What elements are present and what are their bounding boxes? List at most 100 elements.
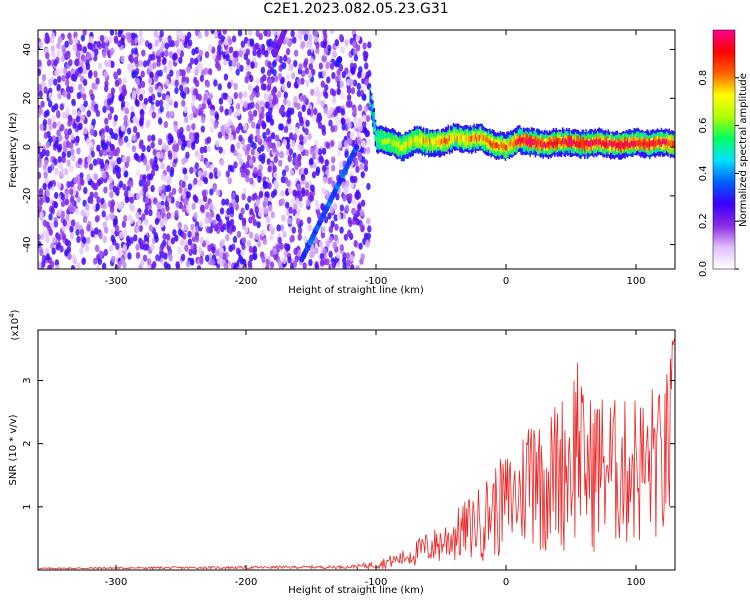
- signal-cell: [513, 138, 516, 145]
- noise-cell: [230, 145, 235, 154]
- noise-cell: [142, 254, 148, 262]
- signal-cell: [465, 135, 468, 142]
- colorbar-tick-label: 0.2: [698, 213, 709, 229]
- noise-cell: [162, 37, 167, 45]
- noise-cell: [173, 101, 179, 109]
- noise-cell: [250, 148, 255, 156]
- signal-cell: [600, 141, 603, 148]
- noise-cell: [204, 217, 209, 225]
- noise-cell: [359, 163, 364, 171]
- noise-cell: [317, 148, 323, 156]
- noise-cell: [338, 161, 344, 169]
- noise-cell: [103, 248, 109, 256]
- noise-cell: [166, 184, 172, 192]
- signal-cell: [442, 140, 444, 147]
- noise-cell: [38, 261, 42, 269]
- noise-cell: [285, 201, 290, 209]
- signal-cell: [426, 138, 429, 145]
- noise-cell: [122, 77, 128, 85]
- signal-cell: [491, 136, 494, 149]
- noise-cell: [135, 251, 141, 259]
- noise-cell: [115, 242, 120, 250]
- noise-cell: [53, 220, 59, 228]
- signal-cell: [571, 141, 573, 147]
- noise-cell: [110, 199, 116, 207]
- noise-cell: [258, 191, 264, 199]
- noise-cell: [158, 99, 164, 107]
- noise-cell: [66, 92, 71, 100]
- signal-cell: [515, 140, 517, 147]
- noise-cell: [104, 162, 109, 171]
- noise-cell: [269, 261, 275, 269]
- noise-cell: [321, 147, 327, 155]
- noise-cell: [80, 114, 86, 122]
- noise-cell: [364, 78, 369, 86]
- noise-cell: [288, 123, 293, 131]
- noise-cell: [255, 128, 261, 136]
- noise-cell: [147, 42, 153, 50]
- noise-cell: [362, 50, 367, 58]
- noise-cell: [232, 235, 238, 244]
- noise-cell: [298, 200, 303, 208]
- noise-cell: [243, 123, 248, 131]
- colorbar-gradient: [712, 29, 736, 270]
- noise-cell: [231, 192, 236, 200]
- noise-cell: [208, 92, 213, 101]
- noise-cell: [263, 30, 268, 37]
- noise-cell: [109, 206, 115, 214]
- signal-cell: [582, 139, 585, 146]
- noise-cell: [323, 47, 329, 55]
- noise-cell: [360, 71, 366, 79]
- noise-cell: [161, 93, 167, 101]
- noise-cell: [182, 167, 188, 175]
- noise-cell: [290, 140, 296, 148]
- noise-cell: [155, 99, 160, 108]
- noise-cell: [307, 39, 312, 47]
- noise-cell: [328, 119, 333, 127]
- noise-cell: [48, 213, 53, 221]
- noise-cell: [80, 86, 86, 94]
- noise-cell: [142, 243, 148, 251]
- noise-cell: [243, 53, 249, 61]
- noise-cell: [335, 193, 340, 201]
- noise-cell: [156, 151, 161, 159]
- signal-cell: [603, 141, 606, 148]
- noise-cell: [48, 180, 54, 188]
- noise-cell: [140, 258, 145, 266]
- signal-cell: [394, 140, 396, 147]
- noise-cell: [292, 133, 298, 141]
- colorbar-tick-label: 0.0: [698, 261, 709, 277]
- noise-cell: [235, 247, 241, 255]
- noise-cell: [148, 209, 153, 217]
- noise-cell: [84, 244, 90, 252]
- noise-cell: [324, 91, 329, 99]
- noise-cell: [104, 85, 109, 93]
- noise-cell: [109, 149, 114, 157]
- noise-cell: [88, 163, 94, 171]
- noise-cell: [293, 203, 298, 211]
- signal-cell: [422, 137, 425, 144]
- noise-cell: [56, 209, 62, 217]
- noise-cell: [38, 171, 42, 180]
- noise-cell: [358, 242, 363, 250]
- noise-cell: [44, 247, 50, 256]
- noise-cell: [114, 164, 120, 172]
- noise-cell: [307, 49, 312, 57]
- signal-cell: [636, 139, 638, 146]
- noise-cell: [209, 164, 214, 172]
- signal-cell: [643, 139, 646, 146]
- signal-cell: [613, 140, 616, 147]
- noise-cell: [215, 140, 220, 148]
- noise-cell: [255, 90, 260, 98]
- noise-cell: [220, 125, 225, 133]
- noise-cell: [62, 219, 67, 227]
- signal-cell: [623, 143, 625, 149]
- noise-cell: [110, 47, 115, 55]
- signal-cell: [424, 139, 426, 146]
- noise-cell: [325, 141, 331, 149]
- signal-cell: [481, 134, 483, 141]
- signal-cell: [448, 135, 451, 142]
- noise-cell: [281, 214, 286, 222]
- signal-cell: [591, 140, 594, 147]
- signal-cell: [429, 138, 431, 145]
